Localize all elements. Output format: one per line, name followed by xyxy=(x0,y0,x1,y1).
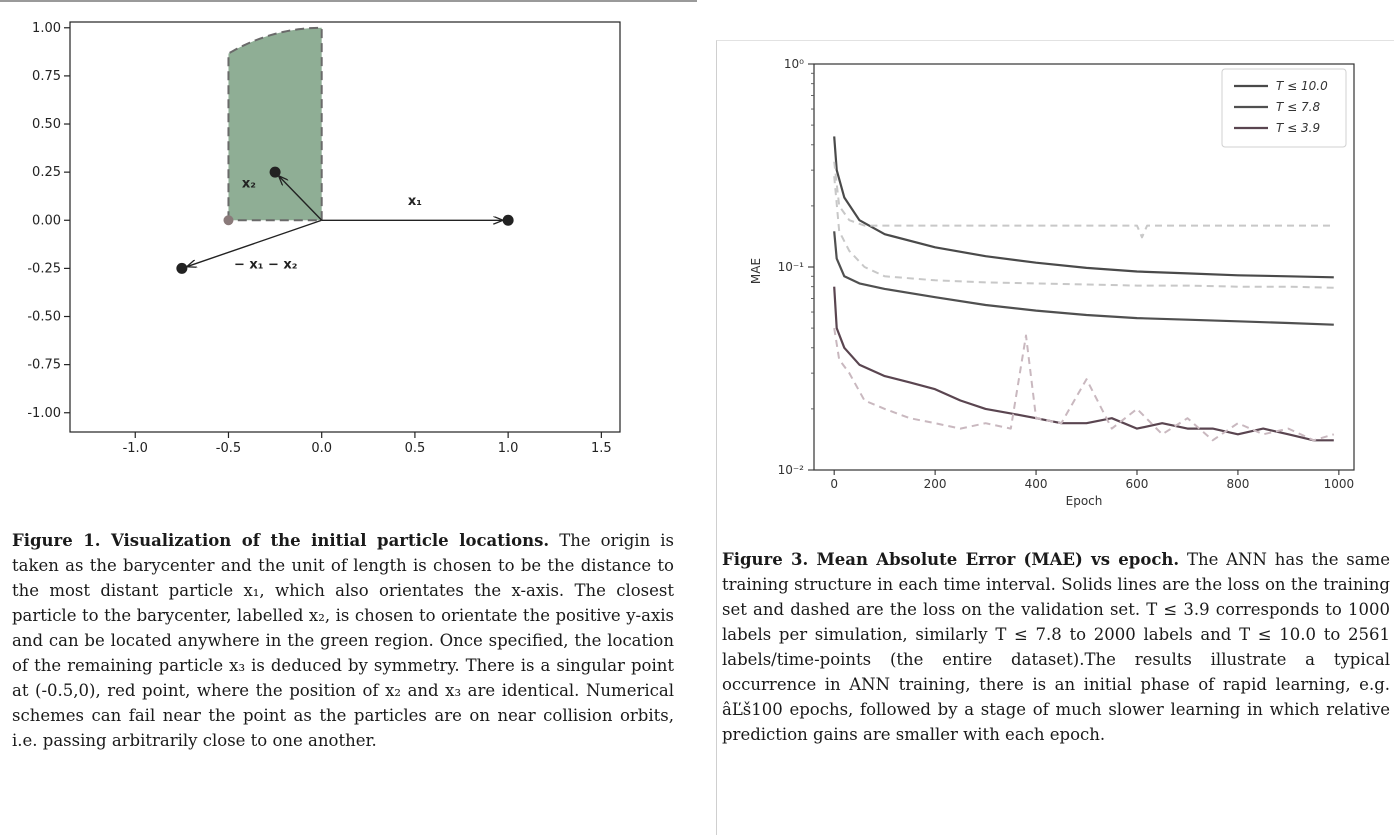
x3-label: − x₁ − x₂ xyxy=(234,257,298,272)
training-line-2 xyxy=(833,286,1334,442)
legend-label-t10: T ≤ 10.0 xyxy=(1276,79,1328,93)
figure1-axes-frame xyxy=(69,21,621,433)
x-tick-label: 1.0 xyxy=(498,441,519,456)
x-tick-label: 800 xyxy=(1226,477,1249,491)
training-line-1 xyxy=(833,231,1334,326)
validation-line-3 xyxy=(833,161,1334,239)
legend-label-t39: T ≤ 3.9 xyxy=(1276,121,1320,135)
y-tick-label: 0.25 xyxy=(32,165,61,180)
validation-line-4 xyxy=(833,176,1334,289)
y-tick-label: 10⁻² xyxy=(778,463,805,477)
validation-line-5 xyxy=(833,327,1335,442)
figure1-y-ticks: 1.00 0.75 0.50 0.25 0.00 -0.25 -0.50 -0.75 -1.00 xyxy=(27,21,70,421)
x2-label: x₂ xyxy=(242,177,256,192)
figure1-caption-body: The origin is taken as the barycenter an… xyxy=(12,531,674,750)
figure1-vectors xyxy=(188,176,503,266)
y-tick-label: 0.00 xyxy=(32,213,61,228)
figure1-caption-title: Figure 1. Visualization of the initial p… xyxy=(12,531,550,550)
y-tick-label: -0.50 xyxy=(27,310,61,325)
x-tick-label: 0 xyxy=(830,477,838,491)
figure3-legend: T ≤ 10.0 T ≤ 7.8 T ≤ 3.9 xyxy=(1221,68,1347,148)
figure3-xlabel: Epoch xyxy=(1066,494,1103,508)
figure3-ylabel: MAE xyxy=(749,258,763,284)
top-rule xyxy=(0,0,697,2)
green-region xyxy=(227,26,323,222)
point-singular xyxy=(223,215,234,226)
x-tick-label: 0.0 xyxy=(311,441,332,456)
x-tick-label: 400 xyxy=(1025,477,1048,491)
figure3-x-ticks: 0 200 400 600 800 1000 xyxy=(830,470,1354,491)
x-tick-label: -1.0 xyxy=(123,441,148,456)
x-tick-label: 600 xyxy=(1126,477,1149,491)
x-tick-label: 1.5 xyxy=(591,441,612,456)
figure1-plot: -1.0 -0.5 0.0 0.5 1.0 1.5 1.00 0.75 0.50 0.25 0.0… xyxy=(27,21,621,456)
x-tick-label: -0.5 xyxy=(216,441,241,456)
y-tick-label: 1.00 xyxy=(32,21,61,36)
figure1-caption: Figure 1. Visualization of the initial p… xyxy=(12,528,674,753)
x1-label: x₁ xyxy=(408,194,422,209)
figure1-points xyxy=(176,166,514,274)
legend-label-t78: T ≤ 7.8 xyxy=(1276,100,1320,114)
y-tick-label: 0.50 xyxy=(32,117,61,132)
figure3-caption-body: The ANN has the same training structure … xyxy=(722,550,1390,744)
point-x2 xyxy=(269,166,281,178)
x-tick-label: 200 xyxy=(924,477,947,491)
x-tick-label: 1000 xyxy=(1324,477,1355,491)
y-tick-label: -1.00 xyxy=(27,406,61,421)
point-x1 xyxy=(502,214,514,226)
vector-x3 xyxy=(188,219,322,266)
y-tick-label: 0.75 xyxy=(32,69,61,84)
figure3-series xyxy=(833,136,1335,442)
figure3-caption: Figure 3. Mean Absolute Error (MAE) vs e… xyxy=(722,547,1390,747)
figure3-frame xyxy=(716,40,1394,835)
training-line-0 xyxy=(833,136,1334,279)
x-tick-label: 0.5 xyxy=(405,441,426,456)
y-tick-label: -0.25 xyxy=(27,261,61,276)
point-x3 xyxy=(176,262,188,274)
y-tick-label: 10⁰ xyxy=(784,57,804,71)
figure1-x-ticks: -1.0 -0.5 0.0 0.5 1.0 1.5 xyxy=(123,432,612,456)
y-tick-label: 10⁻¹ xyxy=(778,260,805,274)
figure3-caption-title: Figure 3. Mean Absolute Error (MAE) vs e… xyxy=(722,550,1180,569)
figure3-y-ticks: 10⁰ 10⁻¹ 10⁻² xyxy=(778,57,814,477)
vector-x2 xyxy=(279,176,323,221)
y-tick-label: -0.75 xyxy=(27,358,61,373)
